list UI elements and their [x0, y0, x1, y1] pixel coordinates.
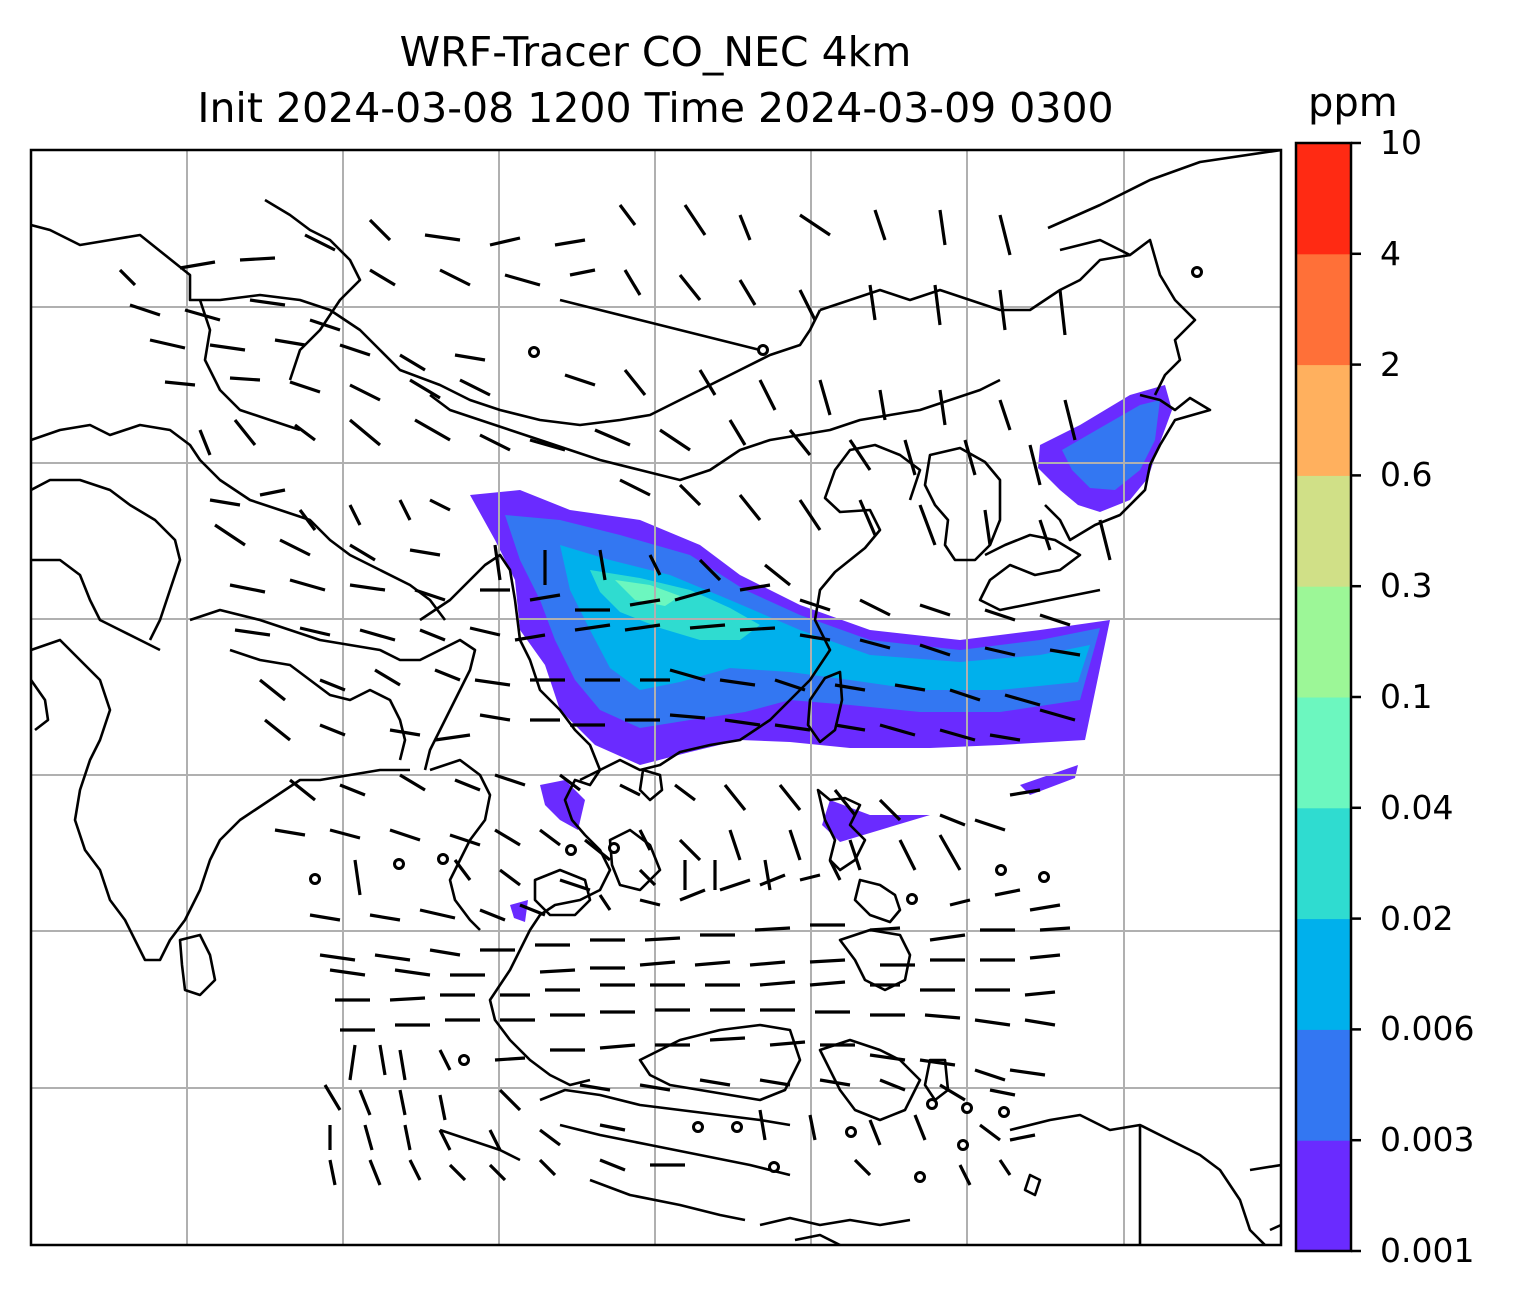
colorbar-swatch — [1296, 918, 1351, 1030]
colorbar-swatch — [1296, 364, 1351, 476]
plume-level-3 — [560, 545, 1090, 690]
colorbar-tick-label: 4 — [1380, 233, 1401, 273]
map-title-line1: WRF-Tracer CO_NEC 4km — [399, 28, 912, 76]
map-title-line2: Init 2024-03-08 1200 Time 2024-03-09 030… — [197, 84, 1114, 132]
colorbar-ticks — [1351, 141, 1361, 1253]
colorbar-swatch — [1296, 807, 1351, 920]
colorbar-swatch — [1296, 1140, 1351, 1252]
plume-level-1-gulf — [510, 900, 528, 922]
colorbar-swatches — [1296, 143, 1351, 1252]
colorbar-swatch — [1296, 697, 1351, 809]
colorbar-tick-label: 0.001 — [1380, 1231, 1475, 1270]
colorbar-tick-label: 0.1 — [1380, 677, 1433, 716]
colorbar-tick-label: 0.04 — [1380, 787, 1454, 827]
wind-barbs — [118, 204, 1112, 1186]
colorbar-tick-label: 10 — [1380, 123, 1422, 162]
co-plume — [470, 385, 1172, 922]
colorbar-swatch — [1296, 475, 1351, 587]
plume-level-1-philippines — [822, 800, 930, 842]
coastlines — [31, 150, 1281, 1245]
colorbar-tick-label: 0.6 — [1380, 455, 1433, 495]
colorbar-unit-label: ppm — [1308, 80, 1398, 126]
calm-wind-markers — [309, 266, 1203, 1183]
colorbar-tick-label: 0.006 — [1380, 1009, 1475, 1049]
plume-level-1-mainland-se — [540, 780, 585, 830]
colorbar-swatch — [1296, 1029, 1351, 1141]
colorbar-swatch — [1296, 586, 1351, 698]
map-frame — [29, 148, 1283, 1247]
colorbar-tick-label: 0.3 — [1380, 566, 1433, 606]
plume-level-5 — [615, 580, 680, 606]
colorbar-tick-label: 0.003 — [1380, 1120, 1475, 1160]
map-area — [31, 150, 1281, 1245]
colorbar-swatch — [1296, 253, 1351, 366]
colorbar-tick-label: 2 — [1380, 344, 1401, 384]
colorbar-tick-label: 0.02 — [1380, 898, 1454, 938]
plume-level-1-east-tail — [1020, 765, 1078, 795]
colorbar-swatch — [1296, 143, 1351, 255]
colorbar — [1294, 141, 1361, 1253]
plume-level-2-korea-japan — [1062, 400, 1160, 490]
